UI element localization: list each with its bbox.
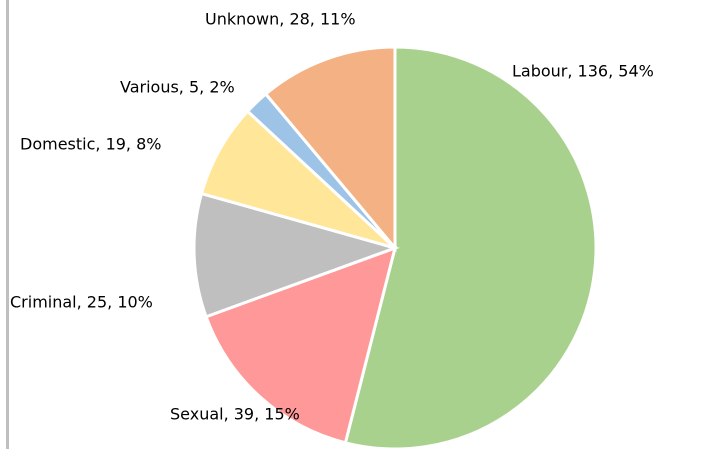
- data-label: Various, 5, 2%: [120, 78, 235, 97]
- pie-slice: [263, 45, 397, 253]
- frame-edge: [6, 0, 9, 449]
- pie-slice: [204, 245, 398, 445]
- data-label: Domestic, 19, 8%: [20, 135, 161, 154]
- data-label: Criminal, 25, 10%: [10, 293, 153, 312]
- data-label: Sexual, 39, 15%: [170, 405, 300, 424]
- pie-slice: [192, 191, 400, 319]
- pie-slice: [199, 109, 397, 250]
- pie-slice: [343, 45, 598, 449]
- data-label: Labour, 136, 54%: [512, 62, 654, 81]
- data-label: Unknown, 28, 11%: [205, 10, 356, 29]
